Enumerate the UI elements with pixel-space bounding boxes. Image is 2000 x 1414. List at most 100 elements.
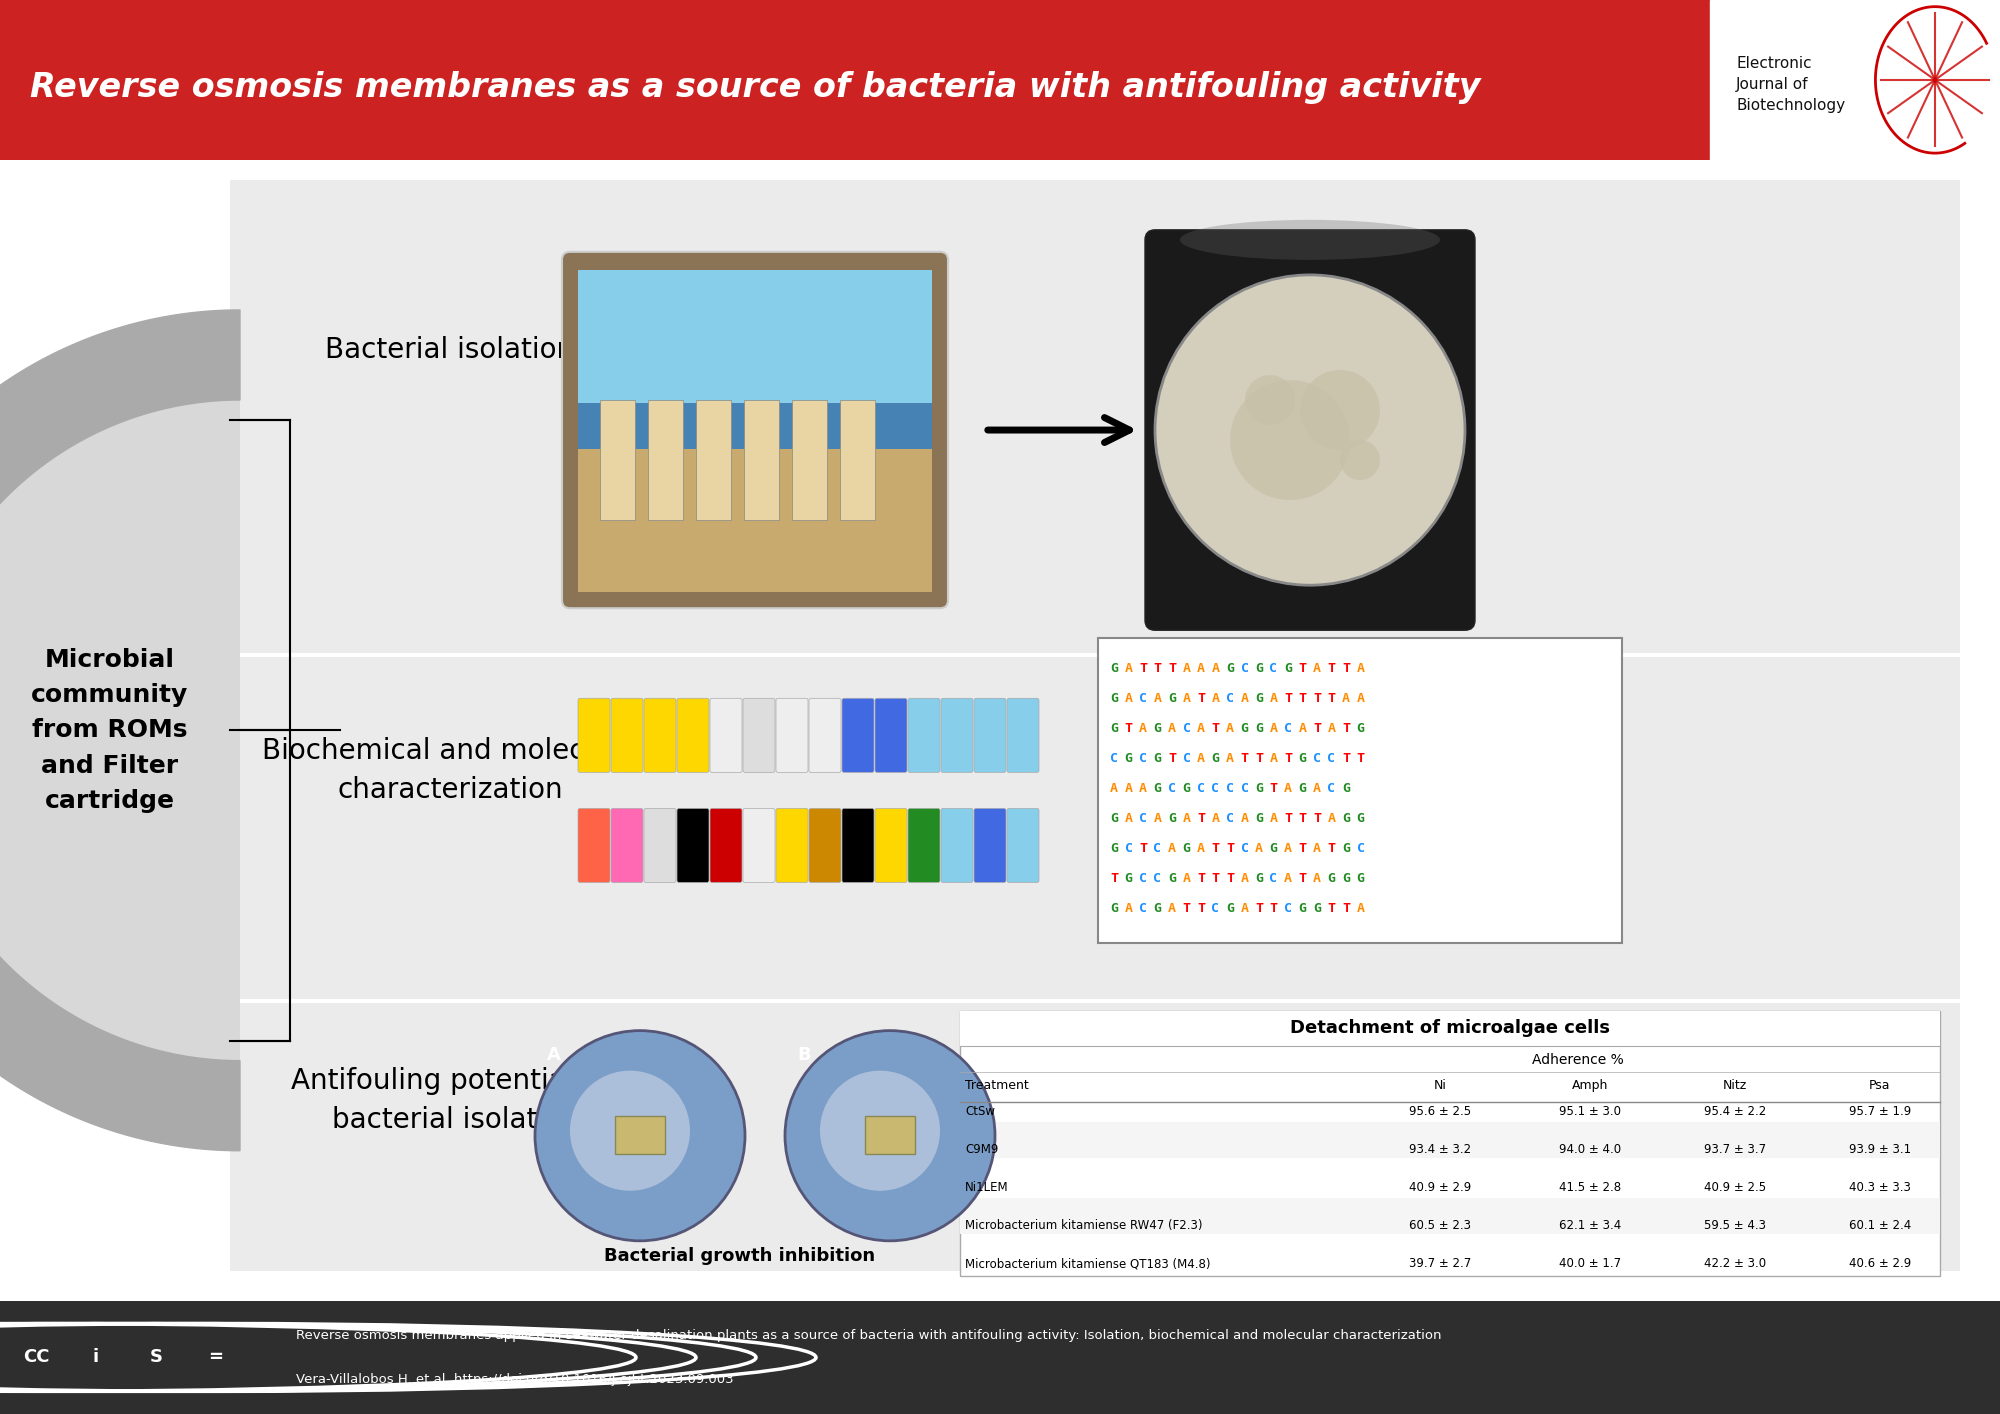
Text: Bacterial isolation: Bacterial isolation	[326, 337, 574, 363]
Text: i: i	[92, 1349, 100, 1366]
Text: T: T	[1328, 902, 1336, 915]
Text: 94.0 ± 4.0: 94.0 ± 4.0	[1558, 1144, 1622, 1157]
FancyBboxPatch shape	[578, 809, 610, 882]
Text: G: G	[1168, 872, 1176, 885]
Text: G: G	[1240, 721, 1248, 735]
Bar	[616, 1116, 664, 1154]
Bar	[578, 450, 932, 592]
Text: T: T	[1298, 841, 1306, 855]
Text: C: C	[1270, 872, 1278, 885]
FancyBboxPatch shape	[676, 809, 708, 882]
Text: 95.1 ± 3.0: 95.1 ± 3.0	[1560, 1106, 1620, 1118]
Text: A: A	[1154, 812, 1162, 824]
Text: G: G	[1110, 721, 1118, 735]
Text: G: G	[1298, 752, 1306, 765]
Text: G: G	[1342, 841, 1350, 855]
FancyBboxPatch shape	[676, 699, 708, 772]
Text: A: A	[1182, 662, 1190, 674]
Text: CtSw: CtSw	[964, 1106, 996, 1118]
Text: C: C	[1226, 691, 1234, 704]
Text: G: G	[1168, 691, 1176, 704]
Bar	[960, 1198, 1940, 1234]
FancyBboxPatch shape	[578, 699, 610, 772]
Text: T: T	[1226, 841, 1234, 855]
Text: S: S	[150, 1349, 162, 1366]
Text: A: A	[1196, 721, 1204, 735]
Circle shape	[570, 1070, 690, 1191]
Text: T: T	[1196, 812, 1204, 824]
Text: C: C	[1196, 782, 1204, 795]
Text: A: A	[1226, 721, 1234, 735]
Text: T: T	[1328, 662, 1336, 674]
FancyBboxPatch shape	[876, 699, 908, 772]
Text: 40.3 ± 3.3: 40.3 ± 3.3	[1850, 1181, 1910, 1195]
Text: Antifouling potential of
bacterial isolates: Antifouling potential of bacterial isola…	[292, 1068, 608, 1134]
Text: G: G	[1312, 902, 1320, 915]
Bar	[600, 400, 636, 520]
Text: A: A	[1270, 691, 1278, 704]
Text: C: C	[1212, 782, 1220, 795]
Text: Treatment: Treatment	[964, 1079, 1028, 1092]
Text: G: G	[1110, 902, 1118, 915]
Bar	[792, 400, 828, 520]
Bar	[578, 403, 932, 464]
FancyBboxPatch shape	[612, 699, 644, 772]
Text: 95.7 ± 1.9: 95.7 ± 1.9	[1848, 1106, 1912, 1118]
Text: 39.7 ± 2.7: 39.7 ± 2.7	[1408, 1257, 1472, 1270]
Text: G: G	[1356, 721, 1364, 735]
Text: A: A	[1124, 812, 1132, 824]
Text: T: T	[1284, 812, 1292, 824]
Bar	[744, 400, 780, 520]
Text: C: C	[1182, 752, 1190, 765]
Text: G: G	[1284, 662, 1292, 674]
Bar	[840, 400, 876, 520]
Polygon shape	[0, 400, 240, 1060]
Text: A: A	[1124, 902, 1132, 915]
Text: T: T	[1270, 782, 1278, 795]
Ellipse shape	[1180, 219, 1440, 260]
Circle shape	[1244, 375, 1296, 426]
Text: T: T	[1312, 721, 1320, 735]
Text: A: A	[1312, 841, 1320, 855]
Text: T: T	[1342, 662, 1350, 674]
Text: 40.9 ± 2.9: 40.9 ± 2.9	[1408, 1181, 1472, 1195]
Bar	[648, 400, 684, 520]
Text: 93.9 ± 3.1: 93.9 ± 3.1	[1848, 1144, 1912, 1157]
Text: A: A	[1342, 691, 1350, 704]
FancyBboxPatch shape	[1098, 638, 1622, 943]
Text: A: A	[1212, 662, 1220, 674]
Text: 93.7 ± 3.7: 93.7 ± 3.7	[1704, 1144, 1766, 1157]
Text: G: G	[1154, 782, 1162, 795]
Text: C: C	[1312, 752, 1320, 765]
Text: T: T	[1240, 752, 1248, 765]
Text: C: C	[1140, 691, 1148, 704]
Text: T: T	[1298, 691, 1306, 704]
FancyBboxPatch shape	[942, 699, 972, 772]
Text: G: G	[1110, 841, 1118, 855]
FancyBboxPatch shape	[776, 699, 808, 772]
Text: T: T	[1312, 691, 1320, 704]
Text: A: A	[1356, 902, 1364, 915]
FancyBboxPatch shape	[710, 699, 742, 772]
Text: T: T	[1328, 691, 1336, 704]
FancyBboxPatch shape	[612, 809, 644, 882]
Text: C: C	[1356, 841, 1364, 855]
Text: Vera-Villalobos H. et al. https://doi.org/10.1016/j.ejbt.2023.09.003: Vera-Villalobos H. et al. https://doi.or…	[296, 1373, 734, 1386]
FancyBboxPatch shape	[1008, 699, 1040, 772]
Text: 60.1 ± 2.4: 60.1 ± 2.4	[1848, 1219, 1912, 1233]
Text: A: A	[1312, 782, 1320, 795]
Circle shape	[784, 1031, 996, 1241]
Text: T: T	[1196, 872, 1204, 885]
FancyBboxPatch shape	[808, 699, 840, 772]
Circle shape	[1300, 370, 1380, 450]
Text: G: G	[1256, 782, 1264, 795]
Bar	[1710, 0, 2000, 160]
Text: G: G	[1110, 812, 1118, 824]
Text: =: =	[208, 1349, 224, 1366]
Text: 40.6 ± 2.9: 40.6 ± 2.9	[1848, 1257, 1912, 1270]
Text: A: A	[1182, 812, 1190, 824]
Text: C: C	[1212, 902, 1220, 915]
Text: Bacterial growth inhibition: Bacterial growth inhibition	[604, 1247, 876, 1266]
Text: 60.5 ± 2.3: 60.5 ± 2.3	[1408, 1219, 1472, 1233]
FancyBboxPatch shape	[744, 699, 776, 772]
